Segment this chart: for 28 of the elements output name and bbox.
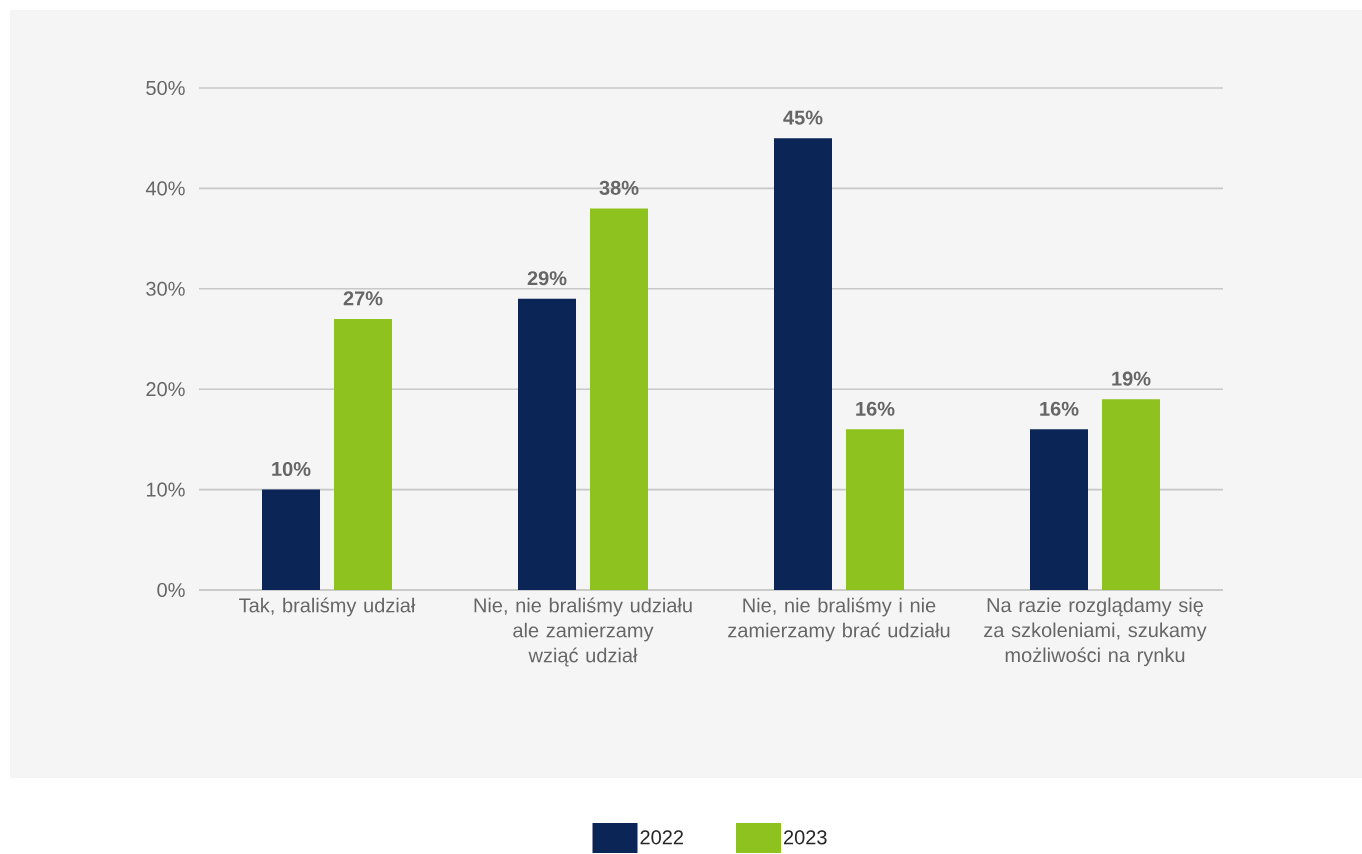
bar xyxy=(1102,399,1160,590)
data-label: 16% xyxy=(856,401,895,416)
bar xyxy=(334,318,392,590)
bar xyxy=(846,429,904,590)
data-label: 45% xyxy=(783,110,823,125)
y-tick-label: 30% xyxy=(146,281,185,296)
legend-label: 2023 xyxy=(784,830,827,845)
legend-label: 2022 xyxy=(640,830,683,845)
bar xyxy=(262,489,321,590)
x-tick-label: Nie, nie braliśmy i nie zamierzamy brać udziału xyxy=(728,597,950,642)
data-label: 38% xyxy=(599,180,639,195)
y-tick-label: 50% xyxy=(146,80,185,96)
bar xyxy=(1030,429,1088,590)
data-label: 29% xyxy=(527,271,567,286)
x-tick-label: Na razie rozglądamy się za szkoleniami, szukamy możliwości na rynku xyxy=(984,597,1207,667)
data-label: 19% xyxy=(1112,371,1151,386)
data-label: 16% xyxy=(1040,401,1079,416)
bar xyxy=(518,298,576,590)
y-tick-label: 10% xyxy=(146,482,185,497)
data-label: 10% xyxy=(272,461,311,477)
y-tick-label: 20% xyxy=(146,382,185,397)
x-tick-label: Tak, braliśmy udział xyxy=(239,597,416,617)
y-tick-label: 40% xyxy=(145,181,185,196)
x-tick-label: Nie, nie braliśmy udziału ale zamierzamy wziąć udział xyxy=(474,597,692,667)
y-tick-label: 0% xyxy=(157,582,185,598)
bar xyxy=(590,208,648,590)
data-label: 27% xyxy=(343,291,383,306)
bar xyxy=(774,138,832,590)
